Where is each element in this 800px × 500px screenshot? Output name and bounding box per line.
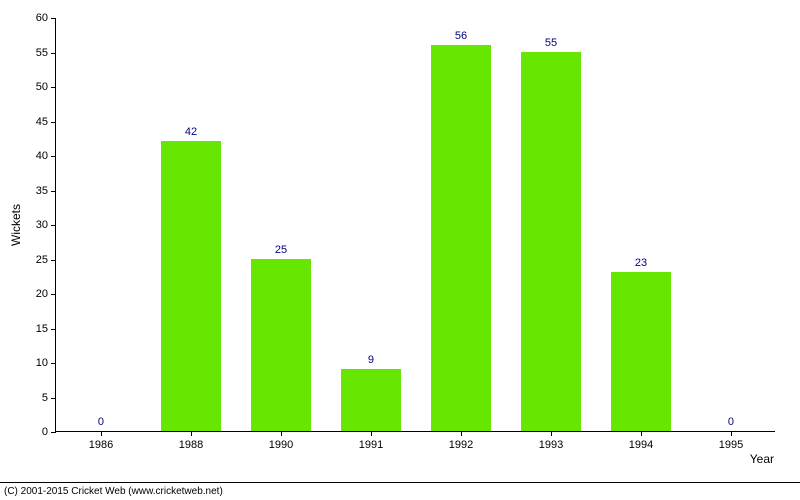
bar: 56 [431,45,490,431]
bar: 42 [161,141,220,431]
bar-value-label: 9 [368,354,374,366]
bar-value-label: 42 [185,126,197,138]
wickets-bar-chart: 0510152025303540455055601986019884219902… [0,0,800,500]
bar: 23 [611,272,670,431]
bar: 25 [251,259,310,432]
footer-divider [0,482,800,483]
x-axis-label: Year [750,452,774,466]
copyright-text: (C) 2001-2015 Cricket Web (www.cricketwe… [4,486,223,497]
plot-area: 0510152025303540455055601986019884219902… [55,18,775,432]
bar-value-label: 25 [275,244,287,256]
y-axis-label: Wickets [9,204,23,246]
bar-value-label: 0 [98,416,104,428]
bar: 55 [521,52,580,432]
bar-value-label: 0 [728,416,734,428]
bar-value-label: 56 [455,30,467,42]
bar-value-label: 23 [635,257,647,269]
bar: 9 [341,369,400,431]
bar-value-label: 55 [545,37,557,49]
